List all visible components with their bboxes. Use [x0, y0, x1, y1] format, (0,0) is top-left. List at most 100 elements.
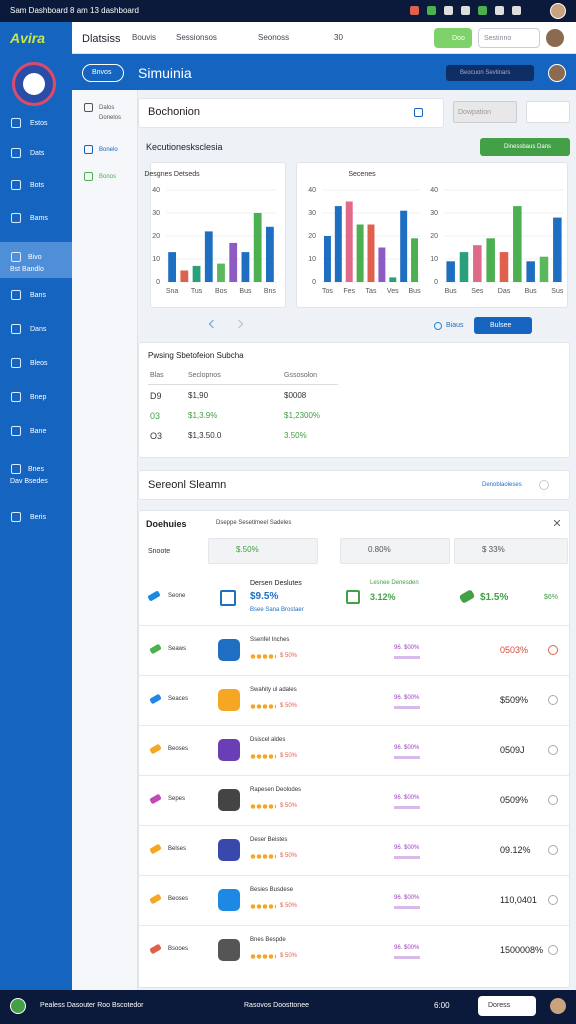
- table-cell: $0008: [284, 391, 307, 400]
- row-value: 0509%: [500, 795, 529, 805]
- row-stars: [250, 804, 276, 809]
- list-close[interactable]: [554, 520, 560, 526]
- sidebar-icon: [11, 358, 21, 368]
- banner-button[interactable]: [82, 64, 124, 82]
- row-rating: $ 50%: [280, 803, 298, 809]
- filter-value[interactable]: $ 33%: [482, 545, 505, 554]
- subnav-item[interactable]: Bonelo: [99, 147, 118, 153]
- row-value: 09.12%: [500, 845, 531, 855]
- page-button[interactable]: [474, 317, 532, 334]
- status-icon: [427, 6, 436, 15]
- page-filter[interactable]: Biaus: [446, 322, 464, 329]
- filter-field[interactable]: [340, 538, 450, 564]
- sidebar-item[interactable]: Bivo: [28, 254, 42, 261]
- banner-button-label[interactable]: Bnvos: [92, 69, 112, 76]
- row-mid: 96. $00%: [394, 645, 420, 651]
- row-rating: $ 50%: [280, 903, 298, 909]
- sidebar-subitem[interactable]: Bst Bandlo: [10, 266, 44, 273]
- subnav-icon: [84, 103, 93, 112]
- featured-link[interactable]: Bsee Sana Brostaer: [250, 607, 304, 613]
- filter-field[interactable]: [208, 538, 318, 564]
- row-stars: [250, 854, 276, 859]
- filter-field[interactable]: [454, 538, 568, 564]
- filter-value[interactable]: $.50%: [236, 545, 259, 554]
- row-stars: [250, 704, 276, 709]
- page-button-label[interactable]: Bulsee: [490, 322, 512, 329]
- status-text: Sam Dashboard 8 am 13 dashboard: [10, 6, 139, 15]
- featured-mid-title: Lesnee Denesden: [370, 580, 419, 586]
- featured-mid-icon: [346, 590, 360, 604]
- search-card: [138, 98, 444, 128]
- row-action[interactable]: [548, 745, 558, 755]
- row-title: Ssenfel Inches: [250, 637, 290, 643]
- page-prev[interactable]: [208, 319, 218, 329]
- sidebar-item[interactable]: Estos: [30, 120, 48, 127]
- row-value: 110,0401: [500, 895, 537, 905]
- table-header: Gssosolon: [284, 372, 318, 379]
- search-label: Bochonion: [148, 106, 200, 118]
- footer-avatar: [10, 998, 26, 1014]
- row-action[interactable]: [548, 945, 558, 955]
- header-search-text[interactable]: Sestinno: [484, 35, 512, 42]
- sidebar-item[interactable]: Bane: [30, 428, 47, 435]
- nav-item[interactable]: Dlatsiss: [82, 33, 121, 45]
- row-stars: [250, 904, 276, 909]
- list-title: Doehuies: [146, 519, 187, 529]
- row-divider: [139, 925, 569, 926]
- filter-button[interactable]: [526, 101, 570, 123]
- footer-button-label[interactable]: Doress: [488, 1002, 511, 1009]
- sidebar-item[interactable]: Bleos: [30, 360, 48, 367]
- section2-link[interactable]: Denoblaoleses: [482, 482, 522, 488]
- table-cell: D9: [150, 391, 162, 401]
- row-thumb: [218, 789, 240, 811]
- filter-box[interactable]: [453, 101, 517, 123]
- sidebar-subitem[interactable]: Dav Bsedes: [10, 478, 48, 485]
- banner-search[interactable]: [446, 65, 534, 81]
- filter-value[interactable]: 0.80%: [368, 545, 391, 554]
- sidebar-active: [0, 242, 72, 278]
- row-action[interactable]: [548, 895, 558, 905]
- section-button-label[interactable]: Dinessbaus Dans: [504, 144, 552, 150]
- chart-card: [150, 162, 286, 308]
- sidebar-item[interactable]: Dats: [30, 150, 45, 157]
- sidebar-item[interactable]: Beris: [30, 514, 46, 521]
- footer-button[interactable]: [478, 996, 536, 1016]
- sidebar-item[interactable]: Bans: [30, 292, 46, 299]
- nav-item[interactable]: 30: [334, 33, 343, 42]
- section-button[interactable]: [480, 138, 570, 156]
- row-action[interactable]: [548, 695, 558, 705]
- logo-area: [0, 22, 72, 54]
- sidebar-icon: [11, 512, 21, 522]
- sidebar-icon: [11, 324, 21, 334]
- table-cell: $1,2300%: [284, 411, 321, 420]
- sidebar-icon: [11, 213, 21, 223]
- subnav-item[interactable]: Bonos: [99, 174, 117, 180]
- row-stars: [250, 754, 276, 759]
- page-next[interactable]: [234, 319, 244, 329]
- row-tag: Seaces: [168, 696, 189, 702]
- row-action[interactable]: [548, 845, 558, 855]
- row-action[interactable]: [548, 645, 558, 655]
- header-button-label[interactable]: Doo: [452, 35, 465, 42]
- nav-item[interactable]: Seonoss: [258, 33, 290, 42]
- status-icon: [444, 6, 453, 15]
- sidebar-item[interactable]: Bams: [30, 215, 48, 222]
- sidebar-item[interactable]: Bots: [30, 182, 45, 189]
- row-thumb: [218, 689, 240, 711]
- row-action[interactable]: [548, 795, 558, 805]
- sidebar-item[interactable]: Dans: [30, 326, 47, 333]
- sidebar-icon: [11, 148, 21, 158]
- sidebar-item[interactable]: Bnes: [28, 466, 44, 473]
- sidebar-item[interactable]: Bnep: [30, 394, 47, 401]
- banner-search-text[interactable]: Beocuon Sevtinars: [460, 70, 511, 76]
- header-button[interactable]: [434, 28, 472, 48]
- row-thumb: [218, 639, 240, 661]
- header-search[interactable]: [478, 28, 540, 48]
- nav-item[interactable]: Sessionsos: [176, 33, 217, 42]
- nav-item[interactable]: Bouvis: [132, 33, 157, 42]
- subnav-item[interactable]: Dalos Donelos: [99, 105, 122, 121]
- row-divider: [139, 775, 569, 776]
- filter-text[interactable]: Dowpation: [458, 109, 492, 116]
- row-tag: Seaws: [168, 646, 187, 652]
